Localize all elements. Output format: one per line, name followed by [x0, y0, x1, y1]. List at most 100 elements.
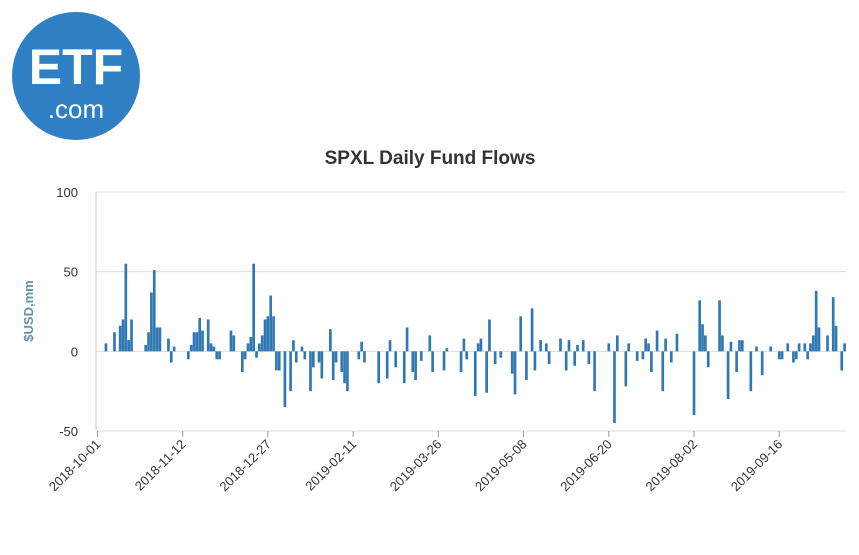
x-tick-label: 2018-11-12: [132, 437, 189, 494]
bar: [394, 351, 398, 368]
bar: [809, 343, 812, 352]
bar: [780, 351, 784, 360]
bar: [294, 351, 298, 363]
bar: [587, 351, 591, 365]
bar: [817, 327, 821, 352]
bar: [212, 346, 216, 352]
bar: [794, 351, 798, 360]
bar: [331, 351, 335, 381]
bar: [513, 351, 517, 395]
y-tick-label: 50: [64, 265, 78, 280]
bar: [729, 341, 733, 352]
bar: [201, 330, 204, 352]
bar: [814, 290, 818, 352]
bar: [104, 343, 108, 352]
bar: [377, 351, 381, 384]
bar: [127, 340, 131, 352]
bar: [692, 351, 696, 416]
bar: [544, 343, 548, 352]
bar: [547, 351, 551, 365]
bar: [740, 340, 744, 352]
bar: [445, 348, 449, 352]
bar: [701, 324, 704, 352]
bar: [130, 319, 133, 352]
bar: [414, 351, 417, 381]
bar: [499, 351, 503, 358]
bar: [840, 351, 844, 371]
bar: [275, 351, 278, 371]
bar: [834, 325, 838, 352]
bar: [385, 351, 389, 379]
bar: [769, 346, 773, 352]
bar: [661, 351, 665, 392]
bar: [246, 343, 250, 352]
bar: [635, 351, 639, 361]
bar: [343, 351, 346, 384]
bar: [243, 351, 247, 360]
bar: [567, 340, 571, 352]
bar: [218, 351, 221, 360]
bar: [428, 335, 432, 352]
bar: [195, 332, 199, 352]
bar: [519, 316, 523, 352]
bar: [488, 319, 491, 352]
bar: [147, 332, 150, 352]
bar: [641, 351, 645, 360]
bar: [258, 343, 261, 352]
bar: [169, 351, 173, 363]
bar: [792, 351, 795, 363]
bar: [118, 325, 122, 352]
bar: [576, 344, 579, 352]
bar: [738, 340, 741, 352]
bar: [124, 263, 128, 352]
bar: [573, 351, 577, 366]
bar: [655, 330, 659, 352]
chart-title: SPXL Daily Fund Flows: [325, 148, 536, 169]
bar: [260, 335, 264, 352]
bar: [797, 343, 801, 352]
bar: [232, 335, 236, 352]
bar: [255, 351, 258, 358]
bar: [806, 351, 809, 360]
x-tick-label: 2018-12-27: [216, 437, 274, 495]
bar: [593, 351, 596, 392]
bar: [402, 351, 406, 384]
bar: [803, 343, 807, 352]
bar: [721, 335, 724, 352]
bar: [462, 338, 466, 352]
bar: [613, 351, 616, 424]
bar: [263, 319, 267, 352]
bar: [121, 319, 125, 352]
bar: [152, 270, 156, 352]
bar: [726, 351, 730, 400]
bar: [525, 351, 528, 381]
bar: [189, 344, 193, 352]
bar: [647, 343, 650, 352]
bar: [704, 335, 707, 352]
bar: [198, 317, 202, 352]
bar: [465, 351, 469, 360]
bar: [303, 351, 307, 360]
bar: [675, 333, 679, 352]
bar: [530, 308, 534, 352]
bar: [706, 351, 710, 368]
bar: [340, 351, 344, 373]
bar: [229, 330, 233, 352]
bar: [811, 335, 815, 352]
logo-top: ETF: [29, 39, 123, 95]
bar: [718, 300, 721, 352]
bar: [826, 335, 829, 352]
bar: [786, 343, 790, 352]
x-tick-label: 2019-06-20: [557, 437, 615, 495]
bar: [300, 346, 304, 352]
bar: [581, 340, 585, 352]
x-tick-label: 2018-10-01: [46, 437, 104, 495]
bar: [113, 332, 116, 352]
bar: [411, 351, 415, 373]
bar: [664, 338, 667, 352]
bar: [431, 351, 434, 373]
bar: [533, 351, 537, 371]
bar: [240, 351, 244, 373]
bar: [419, 351, 423, 361]
bar: [249, 336, 253, 352]
